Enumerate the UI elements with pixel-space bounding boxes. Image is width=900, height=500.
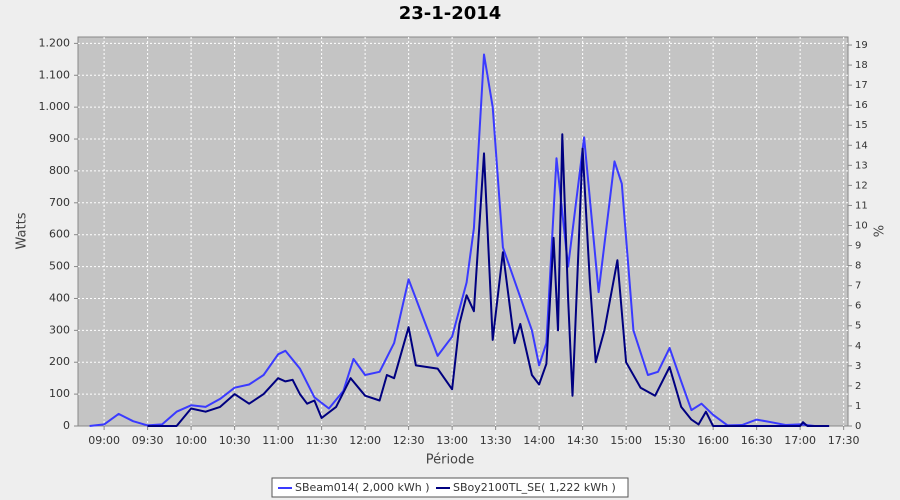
y-axis-title: Watts: [15, 212, 30, 249]
x-tick-label: 10:30: [219, 434, 251, 447]
y-tick-label: 1.200: [39, 36, 71, 49]
y2-tick-label: 14: [855, 140, 868, 151]
x-tick-label: 13:00: [436, 434, 468, 447]
x-axis-title: Période: [426, 453, 475, 468]
y-tick-label: 1.000: [39, 100, 71, 113]
y2-tick-label: 12: [855, 180, 868, 191]
y2-tick-label: 18: [855, 60, 868, 71]
y2-tick-label: 7: [855, 281, 861, 292]
x-tick-label: 09:30: [132, 434, 164, 447]
y-tick-label: 500: [49, 260, 70, 273]
y2-tick-label: 4: [855, 341, 861, 352]
y2-tick-label: 11: [855, 200, 868, 211]
y-tick-label: 800: [49, 164, 70, 177]
x-tick-label: 17:00: [784, 434, 816, 447]
y-tick-label: 1.100: [39, 68, 71, 81]
x-tick-label: 09:00: [88, 434, 120, 447]
legend-label: SBeam014( 2,000 kWh ): [295, 481, 430, 494]
x-tick-label: 15:00: [610, 434, 642, 447]
y-tick-label: 400: [49, 291, 70, 304]
x-tick-label: 12:30: [393, 434, 425, 447]
y2-tick-label: 8: [855, 261, 861, 272]
x-tick-label: 11:00: [262, 434, 294, 447]
y-tick-label: 700: [49, 196, 70, 209]
y2-tick-label: 3: [855, 361, 861, 372]
chart-title: 23-1-2014: [399, 3, 502, 24]
y2-tick-label: 1: [855, 401, 861, 412]
y-tick-label: 200: [49, 355, 70, 368]
y-tick-label: 300: [49, 323, 70, 336]
series-line: [89, 53, 830, 427]
x-tick-label: 14:30: [567, 434, 599, 447]
y2-tick-label: 19: [855, 40, 868, 51]
x-tick-label: 10:00: [175, 434, 207, 447]
y2-tick-label: 9: [855, 241, 861, 252]
y2-tick-label: 13: [855, 160, 868, 171]
y2-axis-title: %: [873, 225, 888, 237]
x-tick-label: 16:30: [741, 434, 773, 447]
x-tick-label: 14:00: [523, 434, 555, 447]
y2-tick-label: 15: [855, 120, 868, 131]
x-tick-label: 17:30: [828, 434, 860, 447]
x-tick-label: 15:30: [654, 434, 686, 447]
y2-tick-label: 16: [855, 100, 868, 111]
y2-tick-label: 10: [855, 220, 868, 231]
y-tick-label: 600: [49, 228, 70, 241]
y-tick-label: 900: [49, 132, 70, 145]
x-tick-label: 11:30: [306, 434, 338, 447]
y-tick-label: 0: [63, 419, 70, 432]
x-tick-label: 13:30: [480, 434, 512, 447]
x-tick-label: 12:00: [349, 434, 381, 447]
series-line: [147, 133, 830, 427]
y2-tick-label: 0: [855, 421, 861, 432]
legend-label: SBoy2100TL_SE( 1,222 kWh ): [453, 481, 616, 494]
x-tick-label: 16:00: [697, 434, 729, 447]
y2-tick-label: 2: [855, 381, 861, 392]
y2-tick-label: 17: [855, 80, 868, 91]
y2-tick-label: 5: [855, 321, 861, 332]
y2-tick-label: 6: [855, 301, 861, 312]
y-tick-label: 100: [49, 387, 70, 400]
plot-area: [77, 36, 849, 427]
